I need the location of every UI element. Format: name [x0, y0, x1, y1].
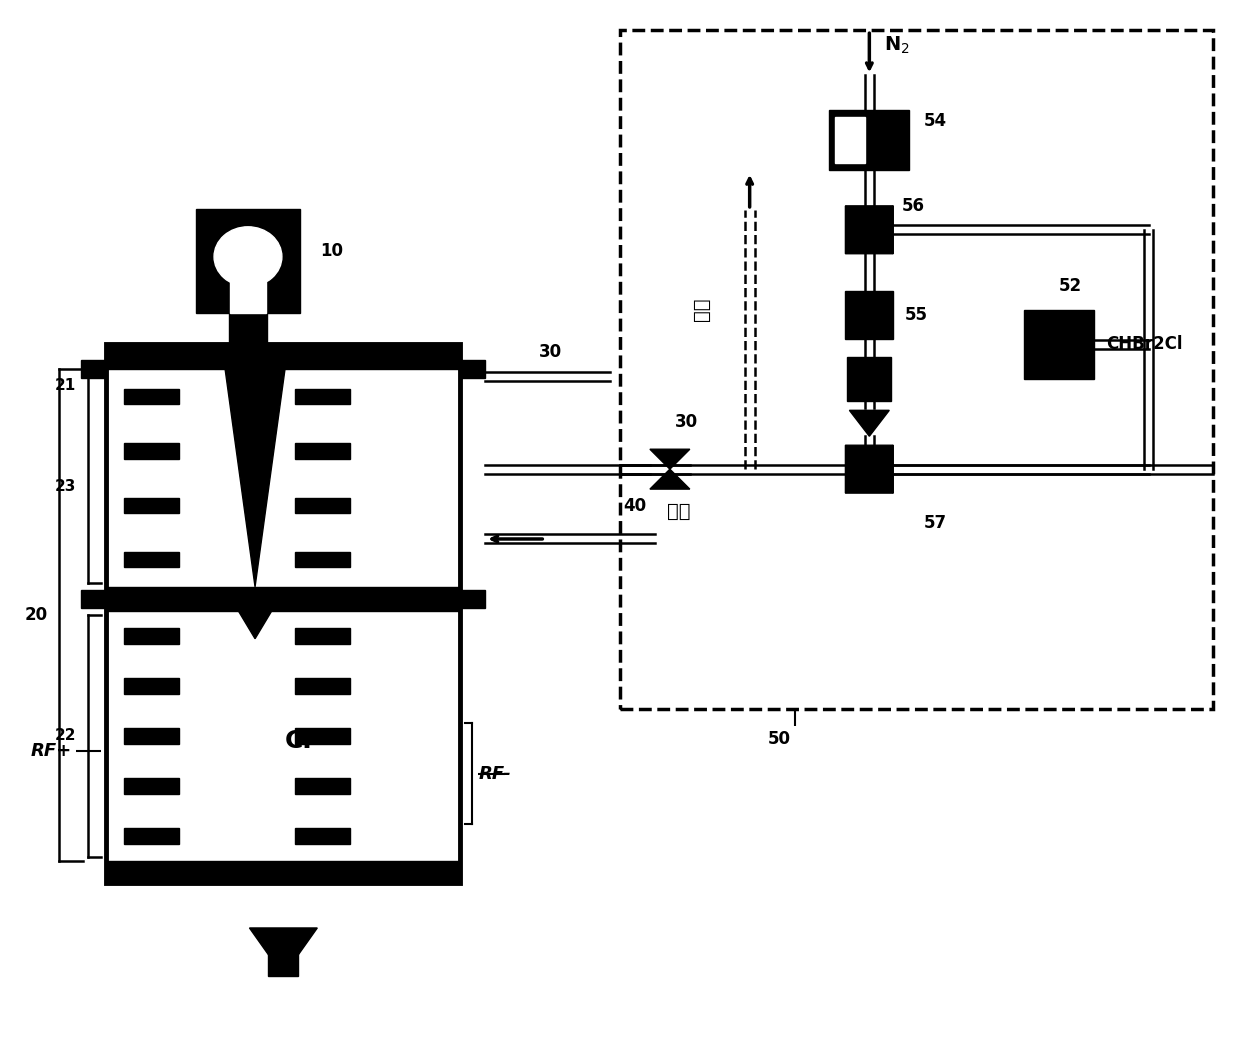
Polygon shape — [846, 469, 893, 493]
Bar — [124, 678, 179, 694]
Bar — [124, 444, 179, 459]
Text: 40: 40 — [624, 497, 646, 515]
Ellipse shape — [215, 227, 281, 286]
Polygon shape — [249, 928, 317, 976]
Bar — [295, 728, 350, 744]
Polygon shape — [237, 609, 273, 638]
Bar — [196, 209, 300, 313]
Text: 30: 30 — [538, 344, 562, 362]
Bar — [124, 388, 179, 404]
Text: 50: 50 — [768, 731, 791, 748]
Polygon shape — [869, 445, 893, 493]
Bar — [460, 361, 485, 379]
Polygon shape — [846, 445, 893, 469]
Text: 样品: 样品 — [667, 502, 691, 521]
Bar — [124, 778, 179, 794]
Bar — [847, 358, 892, 401]
Bar — [295, 444, 350, 459]
Bar — [124, 552, 179, 567]
Bar — [830, 110, 909, 170]
Polygon shape — [846, 445, 869, 493]
Bar — [107, 345, 460, 369]
Bar — [846, 290, 893, 338]
Bar — [295, 778, 350, 794]
Bar — [295, 829, 350, 844]
Bar — [295, 498, 350, 513]
Bar — [124, 829, 179, 844]
Bar — [107, 861, 460, 883]
Polygon shape — [846, 205, 893, 230]
Text: 54: 54 — [924, 112, 947, 130]
Text: N$_2$: N$_2$ — [884, 35, 910, 56]
Text: 30: 30 — [675, 413, 698, 431]
Text: RF-: RF- — [479, 765, 511, 782]
Text: RF+: RF+ — [30, 742, 72, 760]
Bar — [124, 728, 179, 744]
Bar — [82, 361, 107, 379]
Text: CHBr2Cl: CHBr2Cl — [1106, 335, 1182, 353]
Text: 52: 52 — [1059, 277, 1083, 295]
Text: 56: 56 — [901, 197, 924, 215]
Text: 22: 22 — [55, 729, 77, 744]
Text: 10: 10 — [320, 242, 342, 260]
Bar — [1024, 310, 1094, 380]
Bar — [295, 628, 350, 644]
Text: 55: 55 — [904, 305, 928, 323]
Polygon shape — [849, 411, 889, 436]
Bar — [124, 628, 179, 644]
Polygon shape — [226, 369, 285, 587]
Bar — [107, 587, 460, 611]
Bar — [82, 589, 107, 608]
Bar — [295, 388, 350, 404]
Polygon shape — [846, 230, 893, 253]
Polygon shape — [650, 449, 689, 469]
Polygon shape — [650, 469, 689, 489]
Text: 23: 23 — [55, 479, 77, 494]
Bar — [124, 498, 179, 513]
Text: 20: 20 — [25, 606, 47, 625]
Text: 57: 57 — [924, 514, 947, 532]
Text: 21: 21 — [55, 379, 77, 394]
Bar — [268, 931, 299, 976]
Text: CI: CI — [284, 729, 312, 753]
Polygon shape — [846, 205, 869, 253]
Bar — [620, 30, 1214, 709]
Text: 尾气: 尾气 — [692, 298, 712, 321]
Bar — [231, 281, 265, 313]
Bar — [295, 552, 350, 567]
Bar — [229, 313, 267, 345]
Bar — [836, 117, 866, 163]
Bar — [295, 678, 350, 694]
Bar — [107, 345, 460, 883]
Bar — [460, 589, 485, 608]
Polygon shape — [869, 205, 893, 253]
